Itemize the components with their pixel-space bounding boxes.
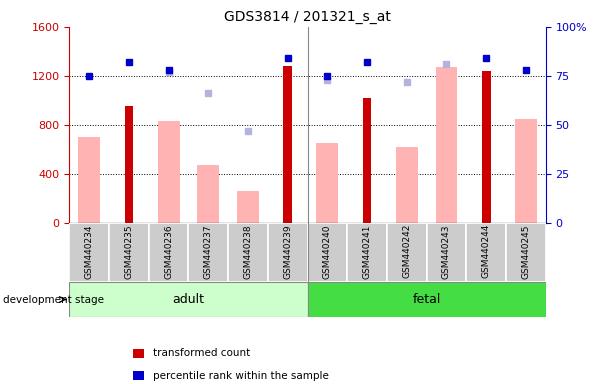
- Text: fetal: fetal: [412, 293, 441, 306]
- Bar: [133, 371, 144, 380]
- Bar: [109, 223, 149, 282]
- Bar: [363, 98, 371, 223]
- Text: GSM440243: GSM440243: [442, 224, 451, 278]
- Bar: [78, 137, 100, 223]
- Bar: [515, 119, 537, 223]
- Text: percentile rank within the sample: percentile rank within the sample: [153, 371, 329, 381]
- Bar: [317, 143, 338, 223]
- Bar: [387, 223, 426, 282]
- Bar: [308, 223, 347, 282]
- Text: GSM440235: GSM440235: [124, 224, 133, 279]
- Bar: [268, 223, 308, 282]
- Bar: [506, 223, 546, 282]
- Text: GSM440241: GSM440241: [362, 224, 371, 278]
- Text: GSM440242: GSM440242: [402, 224, 411, 278]
- Bar: [466, 223, 506, 282]
- Text: development stage: development stage: [3, 295, 104, 305]
- Bar: [308, 282, 546, 317]
- Bar: [283, 66, 292, 223]
- Bar: [237, 191, 259, 223]
- Text: adult: adult: [172, 293, 204, 306]
- Bar: [435, 67, 458, 223]
- Bar: [197, 165, 219, 223]
- Bar: [69, 223, 109, 282]
- Bar: [482, 71, 490, 223]
- Text: GSM440245: GSM440245: [522, 224, 531, 278]
- Text: transformed count: transformed count: [153, 348, 250, 358]
- Bar: [149, 223, 188, 282]
- Bar: [347, 223, 387, 282]
- Text: GSM440240: GSM440240: [323, 224, 332, 278]
- Bar: [69, 282, 308, 317]
- Bar: [228, 223, 268, 282]
- Text: GSM440238: GSM440238: [244, 224, 253, 279]
- Text: GSM440239: GSM440239: [283, 224, 292, 279]
- Bar: [157, 121, 180, 223]
- Bar: [396, 147, 418, 223]
- Bar: [125, 106, 133, 223]
- Text: GSM440237: GSM440237: [204, 224, 213, 279]
- Bar: [133, 349, 144, 358]
- Bar: [188, 223, 228, 282]
- Text: GSM440244: GSM440244: [482, 224, 491, 278]
- Text: GSM440236: GSM440236: [164, 224, 173, 279]
- Text: GSM440234: GSM440234: [84, 224, 93, 278]
- Title: GDS3814 / 201321_s_at: GDS3814 / 201321_s_at: [224, 10, 391, 25]
- Bar: [426, 223, 466, 282]
